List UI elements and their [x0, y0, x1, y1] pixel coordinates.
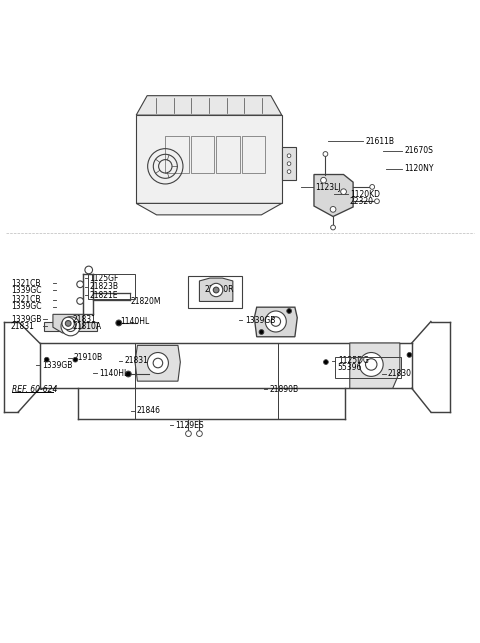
Text: 21820M: 21820M — [130, 298, 161, 307]
Circle shape — [287, 170, 291, 174]
Circle shape — [341, 189, 347, 195]
Text: 1321CB: 1321CB — [11, 279, 40, 288]
Circle shape — [147, 352, 168, 374]
Text: REF. 60-624: REF. 60-624 — [12, 385, 57, 394]
Text: 1339GB: 1339GB — [42, 361, 72, 370]
Circle shape — [287, 162, 291, 165]
Circle shape — [287, 309, 291, 313]
Bar — [242, 136, 265, 174]
Text: 1339GB: 1339GB — [245, 316, 275, 325]
Text: 21611B: 21611B — [365, 136, 394, 145]
Circle shape — [287, 154, 291, 158]
Circle shape — [365, 359, 377, 370]
Bar — [188, 276, 242, 308]
Circle shape — [271, 317, 281, 326]
Text: 1321CB: 1321CB — [11, 295, 40, 304]
Text: 21831: 21831 — [124, 356, 148, 365]
Circle shape — [209, 284, 223, 296]
Circle shape — [197, 431, 202, 437]
Circle shape — [153, 358, 163, 368]
Text: 1339GC: 1339GC — [11, 286, 41, 295]
Bar — [282, 147, 296, 181]
Circle shape — [407, 352, 412, 358]
Circle shape — [44, 358, 49, 362]
Polygon shape — [136, 96, 282, 115]
Text: 1120NY: 1120NY — [405, 165, 434, 174]
Text: 1125DG: 1125DG — [338, 356, 369, 365]
Circle shape — [116, 320, 121, 326]
Bar — [165, 136, 189, 174]
Polygon shape — [314, 174, 353, 217]
Polygon shape — [199, 278, 233, 302]
Text: 55396: 55396 — [338, 363, 362, 372]
Circle shape — [61, 317, 80, 336]
Circle shape — [65, 321, 71, 326]
Text: 1125GF: 1125GF — [90, 273, 119, 282]
Text: 21823B: 21823B — [90, 282, 119, 291]
Bar — [191, 136, 214, 174]
Circle shape — [360, 352, 383, 376]
Circle shape — [259, 330, 264, 334]
Polygon shape — [135, 345, 180, 381]
Circle shape — [77, 281, 84, 287]
Text: 1339GC: 1339GC — [11, 302, 41, 311]
Text: 21830: 21830 — [388, 370, 412, 379]
Circle shape — [330, 206, 336, 212]
Circle shape — [323, 152, 328, 156]
Bar — [336, 358, 401, 378]
Text: 22320: 22320 — [350, 197, 374, 206]
Polygon shape — [44, 322, 97, 331]
Bar — [88, 275, 135, 299]
Text: 21910B: 21910B — [74, 353, 103, 362]
Text: 1123LJ: 1123LJ — [315, 183, 341, 192]
Text: 1140HL: 1140HL — [120, 317, 149, 326]
Circle shape — [324, 359, 328, 365]
Bar — [136, 115, 282, 203]
Circle shape — [321, 177, 326, 183]
Text: 21810A: 21810A — [73, 322, 102, 331]
Text: 1120KD: 1120KD — [350, 190, 380, 199]
Bar — [216, 136, 240, 174]
Circle shape — [331, 225, 336, 230]
Text: 21831: 21831 — [73, 314, 97, 323]
Text: 21846: 21846 — [136, 406, 160, 415]
Circle shape — [370, 185, 374, 189]
Polygon shape — [136, 203, 282, 215]
Circle shape — [77, 298, 84, 304]
Text: 1129ES: 1129ES — [176, 421, 204, 430]
Circle shape — [125, 371, 131, 377]
Circle shape — [73, 358, 78, 362]
Circle shape — [265, 311, 286, 332]
Text: 21670S: 21670S — [405, 146, 433, 155]
Polygon shape — [254, 307, 297, 337]
Text: 21890B: 21890B — [270, 385, 299, 394]
Circle shape — [213, 287, 219, 293]
Text: 1339GB: 1339GB — [11, 314, 41, 323]
Circle shape — [85, 266, 93, 274]
Circle shape — [186, 431, 192, 437]
Text: 21821E: 21821E — [90, 291, 118, 300]
Polygon shape — [350, 343, 400, 388]
Text: 21831: 21831 — [11, 322, 35, 331]
Text: 21930R: 21930R — [204, 285, 234, 294]
Text: 1140HL: 1140HL — [99, 368, 129, 377]
Circle shape — [374, 199, 379, 204]
Circle shape — [62, 317, 74, 330]
Polygon shape — [53, 314, 84, 333]
Circle shape — [65, 321, 76, 332]
